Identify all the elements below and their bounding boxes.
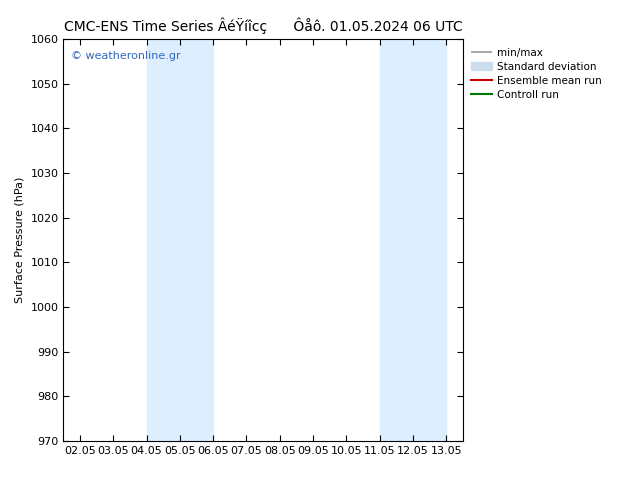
Text: © weatheronline.gr: © weatheronline.gr xyxy=(72,51,181,61)
Legend: min/max, Standard deviation, Ensemble mean run, Controll run: min/max, Standard deviation, Ensemble me… xyxy=(468,45,605,103)
Bar xyxy=(146,39,213,441)
Y-axis label: Surface Pressure (hPa): Surface Pressure (hPa) xyxy=(15,177,25,303)
Bar xyxy=(380,39,446,441)
Title: CMC-ENS Time Series ÂéŸíîcç      Ôåô. 01.05.2024 06 UTC: CMC-ENS Time Series ÂéŸíîcç Ôåô. 01.05.2… xyxy=(64,17,462,34)
